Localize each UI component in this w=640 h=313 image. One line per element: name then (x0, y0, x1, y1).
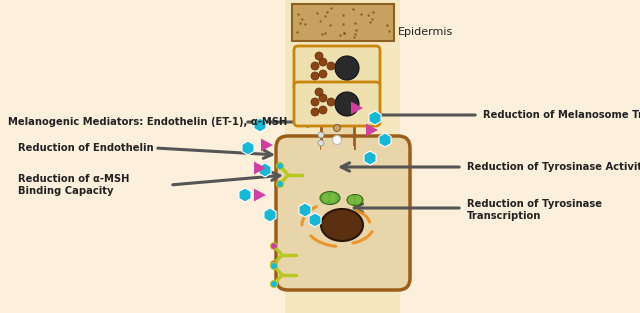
Circle shape (319, 70, 327, 78)
Circle shape (318, 140, 324, 146)
Circle shape (315, 52, 323, 60)
Ellipse shape (348, 196, 354, 204)
Circle shape (327, 98, 335, 106)
Circle shape (333, 136, 342, 145)
Ellipse shape (347, 194, 363, 206)
Circle shape (311, 98, 319, 106)
Polygon shape (254, 118, 266, 132)
Bar (321, 146, 354, 152)
Polygon shape (242, 141, 254, 155)
Polygon shape (259, 163, 271, 177)
FancyBboxPatch shape (292, 4, 394, 41)
Polygon shape (366, 124, 378, 136)
Text: Melanogenic Mediators: Endothelin (ET-1), α-MSH: Melanogenic Mediators: Endothelin (ET-1)… (8, 117, 287, 127)
Text: Reduction of Tyrosinase
Transcription: Reduction of Tyrosinase Transcription (467, 199, 602, 221)
Text: Reduction of Endothelin: Reduction of Endothelin (18, 143, 154, 153)
FancyBboxPatch shape (294, 46, 380, 90)
Bar (285, 0, 400, 313)
FancyBboxPatch shape (276, 136, 410, 290)
FancyBboxPatch shape (294, 82, 380, 126)
Polygon shape (299, 203, 311, 217)
Ellipse shape (323, 193, 329, 203)
Polygon shape (264, 208, 276, 222)
Polygon shape (379, 133, 391, 147)
Circle shape (311, 62, 319, 70)
Circle shape (276, 162, 284, 170)
Circle shape (319, 94, 327, 102)
Circle shape (335, 92, 359, 116)
Circle shape (271, 243, 278, 249)
Circle shape (311, 108, 319, 116)
Circle shape (318, 132, 324, 138)
Ellipse shape (355, 196, 361, 204)
Circle shape (327, 62, 335, 70)
Polygon shape (351, 102, 363, 114)
Polygon shape (321, 118, 354, 148)
Polygon shape (239, 188, 251, 202)
Text: Epidermis: Epidermis (398, 27, 453, 37)
Circle shape (335, 56, 359, 80)
Polygon shape (254, 189, 266, 201)
Circle shape (271, 280, 278, 288)
Circle shape (276, 181, 284, 187)
Text: Reduction of Melanosome Transfer: Reduction of Melanosome Transfer (483, 110, 640, 120)
Circle shape (319, 58, 327, 66)
Circle shape (319, 106, 327, 114)
Circle shape (271, 260, 278, 268)
Polygon shape (369, 111, 381, 125)
Text: Reduction of α-MSH
Binding Capacity: Reduction of α-MSH Binding Capacity (18, 174, 129, 196)
Polygon shape (261, 139, 273, 151)
Circle shape (311, 72, 319, 80)
Polygon shape (364, 151, 376, 165)
Text: Reduction of Tyrosinase Activity: Reduction of Tyrosinase Activity (467, 162, 640, 172)
Ellipse shape (330, 193, 336, 203)
Circle shape (315, 88, 323, 96)
Circle shape (333, 125, 340, 131)
Ellipse shape (320, 192, 340, 204)
Ellipse shape (321, 209, 363, 241)
Circle shape (271, 263, 278, 269)
Polygon shape (309, 213, 321, 227)
Polygon shape (254, 162, 266, 174)
